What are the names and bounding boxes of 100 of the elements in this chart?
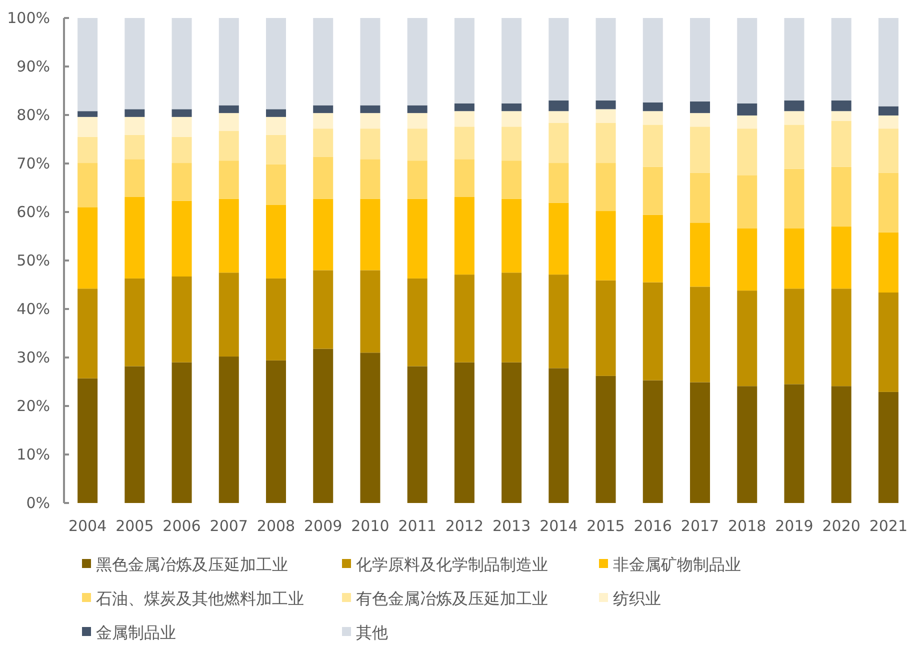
bar [454,274,474,362]
bar [878,392,898,503]
x-tick-label: 2017 [680,517,720,535]
bar [502,126,522,161]
bar [124,134,145,160]
bar [407,128,428,161]
bar [78,288,98,378]
bar [502,18,522,104]
bar [407,198,428,278]
bar [642,18,663,102]
x-tick-label: 2013 [492,517,531,535]
bar [172,276,192,362]
y-tick-label: 0% [26,494,50,512]
bar [690,18,710,102]
bar [596,122,616,164]
y-tick-label: 80% [16,106,50,124]
bar [690,113,710,127]
bar [218,131,239,161]
bar [784,228,804,289]
x-tick-label: 2011 [398,517,436,535]
bar [218,198,239,273]
bar [172,163,192,201]
bar [313,128,334,157]
bar [737,128,758,176]
bar [737,290,758,386]
x-tick-label: 2012 [445,517,484,535]
bar [124,116,145,135]
bar [124,159,145,197]
bar [172,362,192,503]
bar [78,207,98,289]
bar [454,103,474,112]
bar [78,378,98,503]
bar [596,18,616,100]
bar [502,160,522,199]
bar [172,136,192,164]
bar [266,18,286,110]
bar [218,272,239,357]
bar [502,272,522,362]
y-tick-label: 90% [16,58,50,76]
bar [596,376,616,503]
y-tick-label: 60% [16,203,50,221]
bar [407,113,428,129]
bar [407,366,428,503]
bar [124,278,145,366]
bar [878,292,898,392]
bar [78,111,98,117]
bar [407,105,428,114]
y-tick-label: 70% [16,154,50,172]
bar [502,103,522,112]
bar [502,198,522,273]
bar [548,122,569,164]
bar [124,109,145,117]
bar [218,18,239,106]
y-tick-label: 50% [16,252,50,270]
bar [360,105,380,114]
bar [360,128,380,160]
bar [784,288,804,384]
bar [831,166,852,227]
bar [878,115,898,129]
bar [784,124,804,169]
bar [596,211,616,280]
y-tick-label: 40% [16,300,50,318]
bar [831,100,852,112]
bar [642,282,663,380]
bar [266,278,286,360]
y-tick-label: 30% [16,348,50,366]
bar [78,18,98,112]
bar [548,111,569,123]
x-tick-label: 2006 [162,517,201,535]
bar [313,348,334,503]
y-tick-label: 10% [16,446,50,464]
bar [313,156,334,199]
bar [737,115,758,129]
x-tick-label: 2015 [586,517,625,535]
bar [266,360,286,503]
bar [266,164,286,205]
legend-label: 纺织业 [613,589,661,608]
bar [831,111,852,121]
bar [642,124,663,167]
bar [313,198,334,270]
x-tick-label: 2009 [304,517,342,535]
bar [78,136,98,164]
x-tick-label: 2018 [728,517,766,535]
bar [407,18,428,106]
bar [172,116,192,137]
legend-label: 其他 [356,623,388,642]
bar [548,202,569,275]
legend-label: 金属制品业 [96,623,176,642]
bar [831,18,852,100]
bar [737,18,758,104]
bar [642,102,663,112]
bar [124,196,145,278]
bar [454,362,474,503]
bar [360,159,380,199]
bar [596,280,616,376]
x-tick-label: 2020 [822,517,860,535]
bar [690,172,710,223]
x-tick-label: 2007 [210,517,248,535]
bar [454,159,474,197]
bar [454,126,474,160]
